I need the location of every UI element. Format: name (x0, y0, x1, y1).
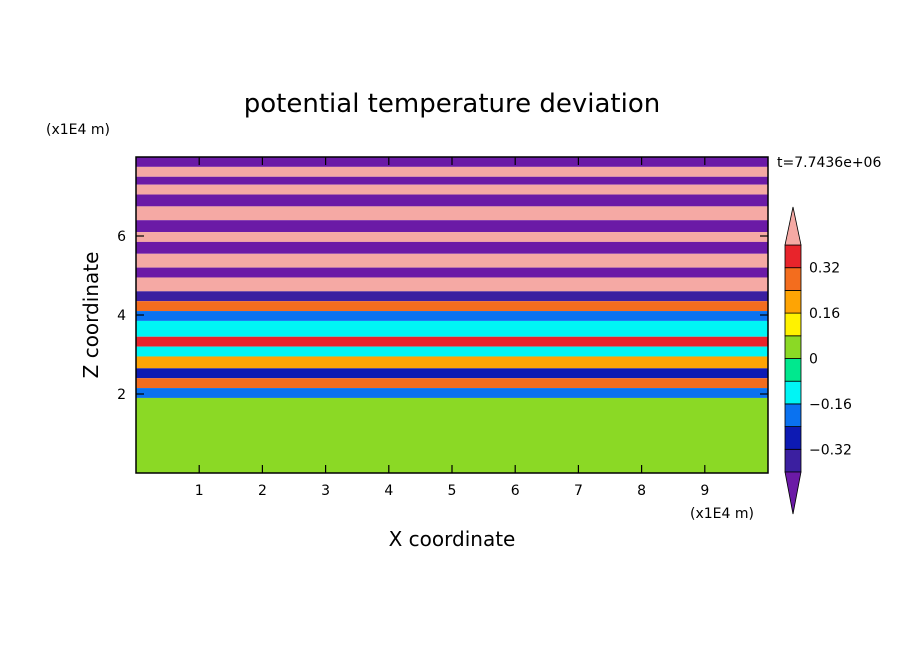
colorbar-min-arrow (784, 471, 802, 515)
colorbar-tick-label: 0.32 (809, 261, 840, 277)
x-unit-label: (x1E4 m) (690, 506, 754, 522)
heatmap-band-11 (136, 277, 768, 292)
colorbar-tick-label: 0.16 (809, 306, 840, 322)
x-tick-label: 6 (511, 483, 520, 499)
x-tick-label: 1 (195, 483, 204, 499)
heatmap-band-10 (136, 267, 768, 278)
colorbar-segment (784, 448, 802, 473)
x-tick-label: 5 (448, 483, 457, 499)
plot-area (136, 157, 768, 473)
colorbar-segment (784, 403, 802, 427)
colorbar: 0.32 0.16 0 −0.16 −0.32 (784, 206, 852, 515)
y-tick-label: 4 (117, 308, 126, 324)
colorbar-max-arrow (784, 206, 802, 246)
heatmap-band-12 (136, 291, 768, 302)
heatmap-band-22 (136, 397, 768, 473)
colorbar-segment (784, 380, 802, 405)
heatmap-band-4 (136, 194, 768, 207)
y-tick-label: 6 (117, 229, 126, 245)
heatmap-band-14 (136, 311, 768, 321)
y-axis: 2 4 6 (117, 229, 768, 403)
heatmap-band-21 (136, 388, 768, 398)
x-axis: 1 2 3 4 5 6 7 8 9 (195, 157, 709, 499)
heatmap-band-13 (136, 301, 768, 312)
colorbar-tick-label: 0 (809, 352, 818, 368)
heatmap-band-20 (136, 378, 768, 389)
heatmap-band-15 (136, 320, 768, 337)
heatmap-band-2 (136, 176, 768, 185)
colorbar-segment (784, 267, 802, 291)
heatmap-band-19 (136, 368, 768, 379)
y-axis-label: Z coordinate (79, 252, 103, 379)
colorbar-segment (784, 335, 802, 359)
y-tick-label: 2 (117, 387, 126, 403)
heatmap-band-18 (136, 356, 768, 369)
x-axis-label: X coordinate (389, 527, 516, 551)
heatmap-band-16 (136, 336, 768, 347)
x-tick-label: 8 (637, 483, 646, 499)
heatmap-band-9 (136, 253, 768, 268)
heatmap-band-17 (136, 346, 768, 357)
colorbar-tick-label: −0.16 (809, 397, 852, 413)
x-tick-label: 3 (321, 483, 330, 499)
x-tick-label: 9 (700, 483, 709, 499)
time-label: t=7.7436e+06 (777, 155, 881, 171)
x-tick-label: 4 (384, 483, 393, 499)
chart-title: potential temperature deviation (244, 89, 660, 119)
colorbar-tick-label: −0.32 (809, 442, 852, 458)
colorbar-segment (784, 289, 802, 314)
heatmap-band-6 (136, 220, 768, 233)
colorbar-segment (784, 312, 802, 337)
heatmap-band-5 (136, 206, 768, 221)
colorbar-segment (784, 426, 802, 450)
heatmap-band-8 (136, 241, 768, 254)
colorbar-segment (784, 358, 802, 382)
x-tick-label: 2 (258, 483, 267, 499)
heatmap-band-7 (136, 232, 768, 242)
x-tick-label: 7 (574, 483, 583, 499)
heatmap-band-3 (136, 184, 768, 195)
heatmap-band-1 (136, 166, 768, 177)
colorbar-segment (784, 244, 802, 269)
y-unit-label: (x1E4 m) (46, 122, 110, 138)
